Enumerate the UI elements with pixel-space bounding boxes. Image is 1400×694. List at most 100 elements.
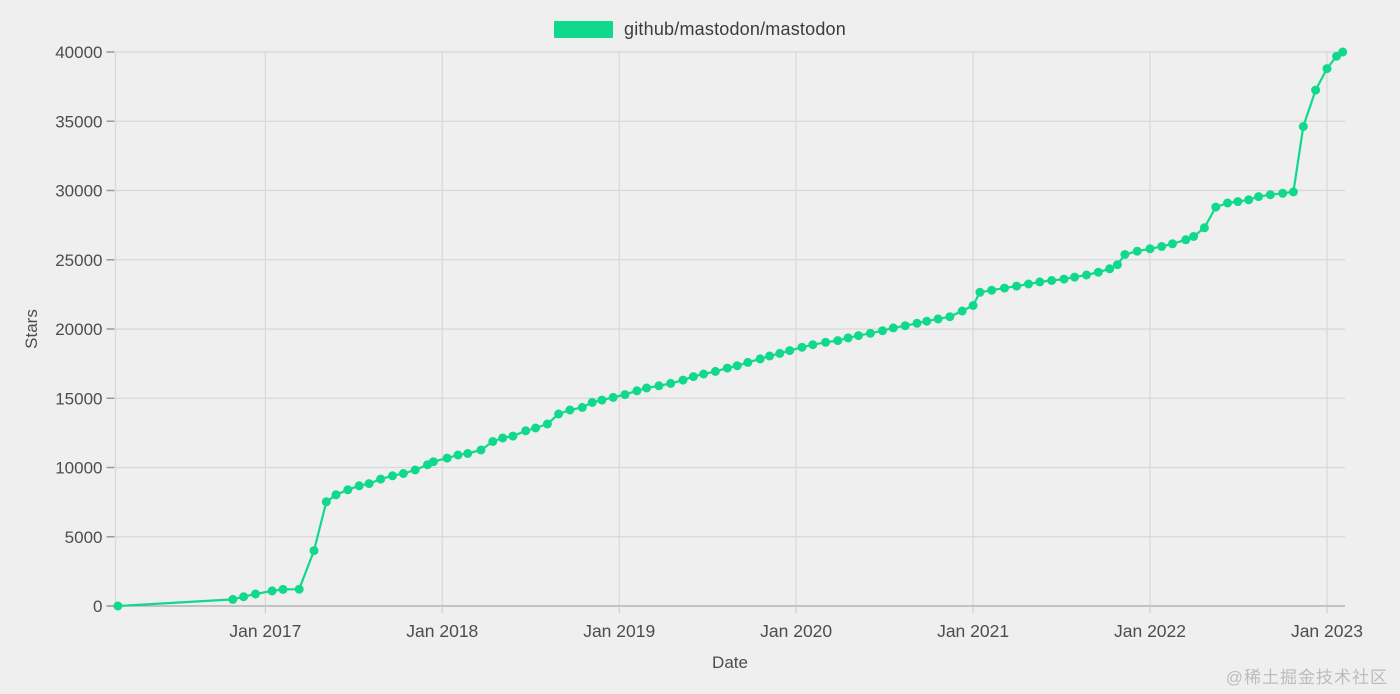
data-point [743,357,753,367]
data-point [1298,122,1308,131]
data-point [933,314,943,324]
data-point [1157,242,1167,251]
data-point [331,490,341,500]
data-point [1254,192,1264,202]
data-point [577,402,587,412]
data-point [1132,246,1142,256]
y-tick-label: 15000 [55,389,102,408]
data-point [833,336,843,346]
data-point [267,586,277,596]
tick-labels: 0 5000 10000 15000 20000 25000 30000 35000 40000… [55,43,1363,641]
y-tick-label: 0 [93,597,102,616]
data-point [1189,232,1199,241]
data-point [1311,85,1321,95]
y-tick-label: 40000 [55,43,102,62]
x-tick-label: Jan 2020 [760,621,832,641]
data-point [1233,197,1243,207]
data-point [1211,202,1221,212]
data-point [1145,244,1155,254]
tick-marks [106,51,1328,613]
data-point [364,479,374,489]
y-tick-label: 35000 [55,112,102,131]
x-tick-label: Jan 2021 [937,621,1009,641]
data-point [1265,190,1275,200]
data-point [878,326,887,336]
legend-item-mastodon[interactable]: github/mastodon/mastodon [554,19,846,40]
data-point [1244,195,1254,205]
data-point [1082,270,1091,280]
data-point [1181,235,1191,245]
data-point [888,323,898,333]
data-point [453,450,463,460]
data-point [597,395,607,405]
data-point [1047,276,1057,285]
data-point [732,361,742,371]
data-point [239,592,249,602]
data-point [113,601,123,611]
data-point [1223,198,1233,208]
watermark: @稀土掘金技术社区 [1225,668,1388,687]
data-point [1093,267,1103,277]
data-point [354,481,364,491]
data-point [912,318,922,328]
series-markers [113,47,1348,611]
legend-swatch [554,21,614,38]
data-point [1288,187,1298,197]
data-point [542,419,552,429]
data-point [476,445,486,455]
data-point [321,497,331,507]
data-point [554,409,564,419]
x-tick-label: Jan 2018 [406,621,478,641]
legend-label: github/mastodon/mastodon [624,19,846,39]
data-point [821,337,831,347]
data-point [666,378,676,388]
data-point [865,328,875,338]
data-point [251,589,260,599]
data-point [228,594,238,604]
data-point [654,381,664,391]
data-point [968,301,978,310]
chart-legend: github/mastodon/mastodon [0,19,1400,40]
data-point [1120,250,1130,259]
data-point [854,331,863,341]
data-point [808,340,818,350]
data-point [1059,274,1069,284]
data-point [1000,283,1009,293]
y-tick-label: 30000 [55,182,102,201]
data-point [1112,260,1122,270]
data-point [410,465,420,475]
data-point [1024,279,1033,289]
x-tick-label: Jan 2023 [1291,621,1363,641]
data-point [1278,188,1288,198]
data-point [922,316,932,326]
data-point [343,485,353,495]
data-point [620,390,630,400]
data-point [1105,264,1115,274]
data-point [1070,272,1080,282]
data-point [498,433,508,443]
data-point [699,369,709,379]
data-point [775,348,785,358]
data-point [521,426,531,436]
data-point [797,342,807,352]
data-point [688,372,698,382]
data-point [587,397,597,407]
x-tick-label: Jan 2017 [229,621,301,641]
y-tick-label: 10000 [55,459,102,478]
data-point [975,287,985,297]
data-point [678,375,688,385]
data-point [278,584,288,594]
data-point [428,457,438,467]
gridlines [114,51,1345,606]
data-point [463,449,473,458]
data-point [1338,47,1348,57]
data-point [722,363,732,373]
data-point [1012,281,1022,291]
y-tick-label: 25000 [55,251,102,270]
data-point [294,584,304,594]
data-point [900,321,910,331]
data-point [608,392,618,402]
data-point [1199,223,1209,233]
data-point [442,453,452,463]
